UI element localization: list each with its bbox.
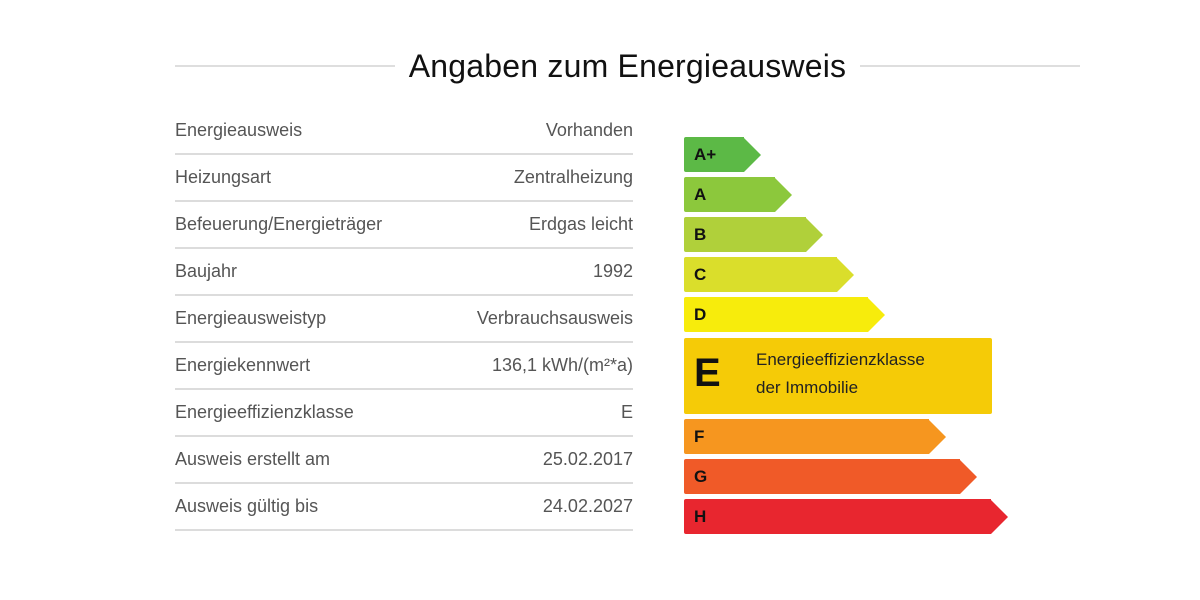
arrow-tip-icon — [744, 137, 761, 172]
class-bar-d: D — [684, 297, 885, 332]
current-class-description: Energieeffizienzklasse der Immobilie — [756, 346, 925, 402]
table-row: Befeuerung/Energieträger Erdgas leicht — [175, 202, 633, 249]
class-bar-b: B — [684, 217, 823, 252]
class-bar-a-plus: A+ — [684, 137, 761, 172]
table-row: Energieausweistyp Verbrauchsausweis — [175, 296, 633, 343]
row-label: Heizungsart — [175, 167, 272, 187]
table-row: Energieausweis Vorhanden — [175, 108, 633, 155]
row-value: 136,1 kWh/(m²*a) — [491, 355, 633, 375]
class-label: A+ — [684, 137, 744, 172]
table-row: Baujahr 1992 — [175, 249, 633, 296]
table-row: Energiekennwert 136,1 kWh/(m²*a) — [175, 343, 633, 390]
arrow-tip-icon — [960, 459, 977, 494]
table-row: Ausweis erstellt am 25.02.2017 — [175, 437, 633, 484]
class-label: B — [684, 217, 806, 252]
energy-details-table: Energieausweis Vorhanden Heizungsart Zentr… — [175, 108, 633, 531]
arrow-tip-icon — [806, 217, 823, 252]
row-value: Verbrauchsausweis — [476, 308, 633, 328]
class-label: D — [684, 297, 868, 332]
table-row: Ausweis gültig bis 24.02.2027 — [175, 484, 633, 531]
class-label: F — [684, 419, 929, 454]
row-label: Energieeffizienzklasse — [175, 402, 354, 422]
row-label: Energieausweis — [175, 120, 303, 140]
row-label: Befeuerung/Energieträger — [175, 214, 383, 234]
row-label: Baujahr — [175, 261, 238, 281]
row-value: Zentralheizung — [513, 167, 633, 187]
row-label: Ausweis erstellt am — [175, 449, 331, 469]
row-value: 24.02.2027 — [542, 496, 633, 516]
table-row: Heizungsart Zentralheizung — [175, 155, 633, 202]
table-row: Energieeffizienzklasse E — [175, 390, 633, 437]
row-value: Erdgas leicht — [528, 214, 633, 234]
class-bar-h: H — [684, 499, 1008, 534]
current-class-highlight: E Energieeffizienzklasse der Immobilie — [684, 338, 992, 414]
class-bar-a: A — [684, 177, 792, 212]
header-divider-right — [860, 65, 1080, 67]
header-divider-left — [175, 65, 395, 67]
row-label: Energiekennwert — [175, 355, 311, 375]
arrow-tip-icon — [991, 499, 1008, 534]
class-label: A — [684, 177, 775, 212]
arrow-tip-icon — [837, 257, 854, 292]
class-bar-g: G — [684, 459, 977, 494]
row-value: Vorhanden — [545, 120, 633, 140]
row-value: E — [620, 402, 633, 422]
arrow-tip-icon — [929, 419, 946, 454]
class-bar-f: F — [684, 419, 946, 454]
row-label: Ausweis gültig bis — [175, 496, 319, 516]
row-value: 1992 — [592, 261, 633, 281]
class-label: H — [684, 499, 991, 534]
arrow-tip-icon — [775, 177, 792, 212]
description-line-1: Energieeffizienzklasse — [756, 350, 925, 369]
current-class-letter: E — [694, 350, 721, 395]
description-line-2: der Immobilie — [756, 378, 859, 397]
class-label: G — [684, 459, 960, 494]
class-label: C — [684, 257, 837, 292]
row-value: 25.02.2017 — [542, 449, 633, 469]
class-bar-c: C — [684, 257, 854, 292]
arrow-tip-icon — [868, 297, 885, 332]
section-header: Angaben zum Energieausweis — [175, 44, 1080, 88]
page-title: Angaben zum Energieausweis — [408, 47, 847, 84]
row-label: Energieausweistyp — [175, 308, 327, 328]
